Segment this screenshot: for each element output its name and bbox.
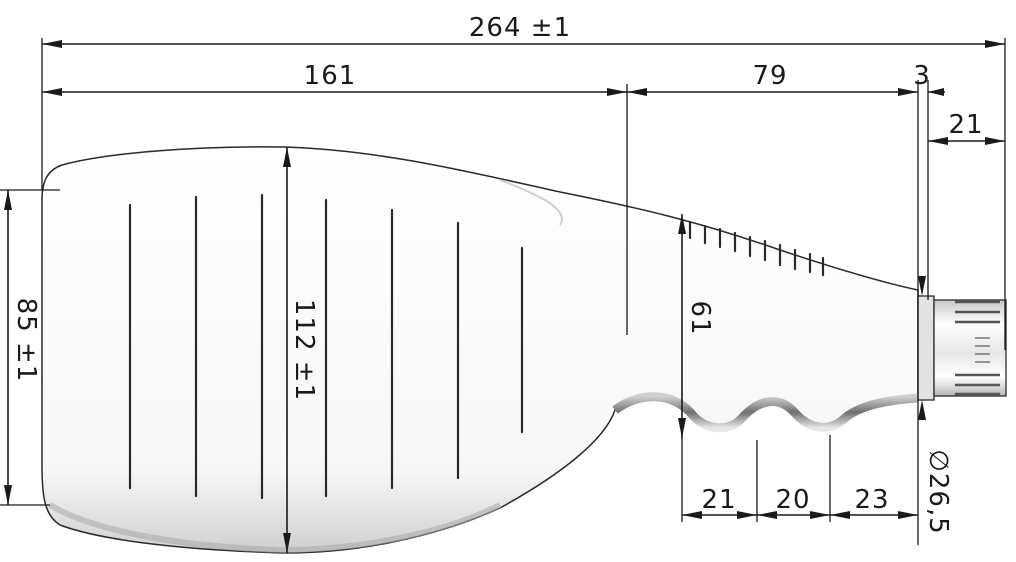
label-grip-pitch-2: 20 — [775, 485, 810, 515]
grip-waves — [612, 392, 919, 433]
label-neck-diameter: ∅26,5 — [923, 449, 953, 535]
bottle-neck — [917, 295, 1007, 401]
label-body-length: 161 — [304, 61, 357, 91]
extension-lines — [0, 38, 1006, 545]
shoulder-ribs — [688, 220, 825, 277]
label-overall-length: 264 ±1 — [469, 13, 571, 43]
dimension-lines — [4, 40, 1005, 553]
label-flange-thickness: 3 — [913, 61, 931, 91]
label-body-height: 112 ±1 — [289, 299, 319, 401]
label-neck-length: 21 — [948, 110, 983, 140]
label-shoulder-length: 79 — [752, 61, 787, 91]
body-ribs — [128, 193, 524, 500]
label-grip-pitch-1: 21 — [701, 485, 736, 515]
label-grip-height: 61 — [685, 300, 715, 335]
label-grip-pitch-3: 23 — [854, 485, 889, 515]
label-body-width: 85 ±1 — [11, 298, 41, 383]
dimension-labels: 264 ±1 161 79 3 21 85 ±1 112 ±1 61 21 20… — [11, 13, 983, 535]
bottle-outline — [41, 146, 919, 554]
